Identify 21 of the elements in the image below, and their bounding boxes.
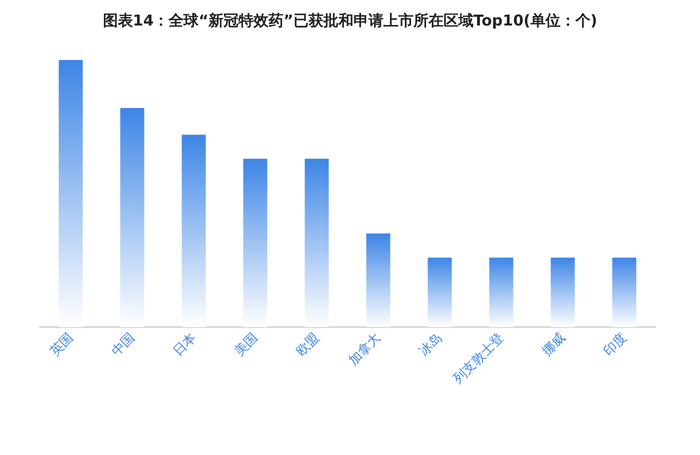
x-tick-label: 美国 [232, 330, 261, 359]
x-tick-label: 冰岛 [416, 330, 446, 359]
x-tick-label: 列支敦士登 [450, 330, 507, 386]
x-tick-label: 日本 [170, 330, 200, 359]
bar [120, 108, 144, 327]
bar [243, 158, 268, 327]
bar [58, 60, 83, 327]
bar [182, 134, 206, 327]
x-tick-label: 挪威 [539, 330, 568, 359]
chart-title: 图表14：全球“新冠特效药”已获批和申请上市所在区域Top10(单位：个) [102, 12, 598, 30]
bar [612, 258, 636, 327]
bar [489, 258, 514, 327]
x-tick-label: 英国 [47, 330, 76, 359]
bar [366, 234, 390, 327]
x-tick-label: 欧盟 [293, 330, 322, 359]
bar [304, 158, 329, 327]
x-tick-label: 印度 [600, 330, 630, 359]
bar [428, 258, 452, 327]
x-tick-label: 中国 [108, 330, 138, 359]
bar [550, 258, 575, 327]
x-tick-label: 加拿大 [345, 330, 384, 368]
